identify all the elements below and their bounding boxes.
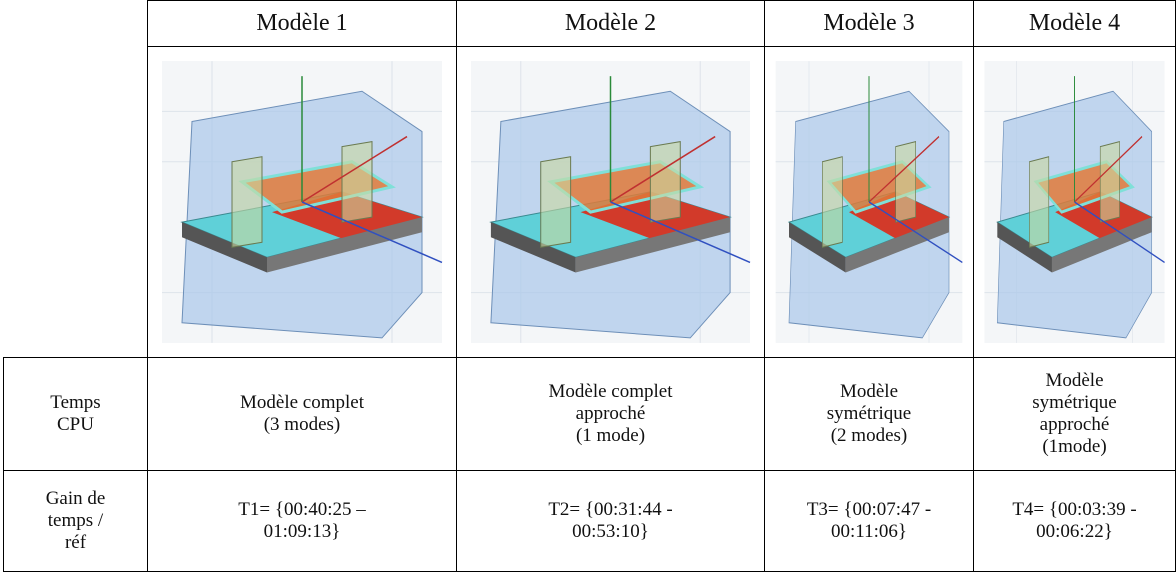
cell: T3= {00:07:47 - 00:11:06} xyxy=(764,470,974,572)
cell: Modèle symétrique approché (1mode) xyxy=(973,357,1176,471)
cell: T2= {00:31:44 - 00:53:10} xyxy=(456,470,765,572)
cell: Modèle complet approché (1 mode) xyxy=(456,357,765,471)
model-render xyxy=(978,51,1171,353)
cell: Modèle complet (3 modes) xyxy=(147,357,457,471)
header-cell: Modèle 4 xyxy=(973,0,1176,47)
cell: T4= {00:03:39 - 00:06:22} xyxy=(973,470,1176,572)
header-cell: Modèle 1 xyxy=(147,0,457,47)
model-render xyxy=(461,51,760,353)
model-image xyxy=(147,46,457,358)
model-image xyxy=(973,46,1176,358)
header-cell: Modèle 2 xyxy=(456,0,765,47)
cell: Modèle symétrique (2 modes) xyxy=(764,357,974,471)
row-label: Gain de temps / réf xyxy=(3,470,148,572)
model-render xyxy=(152,51,452,353)
model-render xyxy=(769,51,969,353)
cell: T1= {00:40:25 – 01:09:13} xyxy=(147,470,457,572)
model-image xyxy=(764,46,974,358)
row-label: Temps CPU xyxy=(3,357,148,471)
header-cell: Modèle 3 xyxy=(764,0,974,47)
model-image xyxy=(456,46,765,358)
